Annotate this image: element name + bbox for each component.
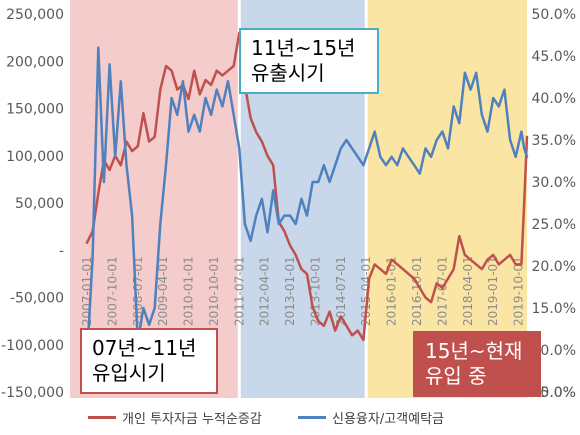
x-tick-label: 2010-10-01 [207,256,221,326]
annotation-outflow-2011-2015: 11년~15년 유출시기 [239,28,379,94]
y-left-tick-label: 250,000 [6,7,64,23]
x-tick-label: 2007-10-01 [105,256,119,326]
annotation-inflow-2007-2011: 07년~11년 유입시기 [80,328,218,394]
legend: 개인 투자자금 누적순증감 신용융자/고객예탁금 [0,408,580,430]
y-right-tick-label: 20.0% [532,259,576,275]
legend-label-credit-ratio: 신용융자/고객예탁금 [332,412,445,427]
x-tick-label: 2011-07-01 [232,256,246,326]
y-left-tick-label: -150,000 [1,385,64,401]
legend-item-credit-ratio: 신용융자/고객예탁금 [298,408,444,427]
legend-swatch-blue [298,416,326,419]
y-left-tick-label: -100,000 [1,338,64,354]
x-tick-label: 2012-04-01 [258,256,272,326]
x-tick-label: 2013-01-01 [283,256,297,326]
y-right-tick-label: 40.0% [532,91,576,107]
series-line-0 [85,31,529,342]
x-tick-label: 2019-01-01 [486,256,500,326]
annotation-inflow-2015-present: 15년~현재 유입 중 [413,331,541,397]
x-tick-label: 2016-10-01 [410,256,424,326]
y-right-tick-label: 0.0% [540,385,576,401]
y-left-tick-label: 100,000 [6,149,64,165]
x-tick-label: 2016-01-01 [385,256,399,326]
y-left-tick-label: 50,000 [15,196,64,212]
y-left-tick-label: 200,000 [6,54,64,70]
x-tick-label: 2019-10-01 [512,256,526,326]
x-tick-label: 2017-07-01 [435,256,449,326]
x-tick-label: 2010-01-01 [182,256,196,326]
x-tick-label: 2018-04-01 [461,256,475,326]
y-left-tick-label: 150,000 [6,102,64,118]
y-right-tick-label: 35.0% [532,133,576,149]
y-right-tick-label: 15.0% [532,301,576,317]
y-right-tick-label: 10.0% [532,343,576,359]
legend-label-investor-funds: 개인 투자자금 누적순증감 [122,412,262,427]
legend-item-investor-funds: 개인 투자자금 누적순증감 [88,408,262,427]
y-right-tick-label: 25.0% [532,217,576,233]
y-right-tick-label: 30.0% [532,175,576,191]
x-tick-label: 2009-04-01 [156,256,170,326]
y-right-tick-label: 5.0% [540,385,576,401]
y-right-tick-label: 50.0% [532,7,576,23]
y-left-tick-label: -50,000 [10,291,64,307]
y-right-tick-label: 45.0% [532,49,576,65]
x-tick-label: 2014-07-01 [334,256,348,326]
series-line-1 [85,46,529,360]
y-left-tick-label: - [59,243,64,259]
legend-swatch-red [88,416,116,419]
